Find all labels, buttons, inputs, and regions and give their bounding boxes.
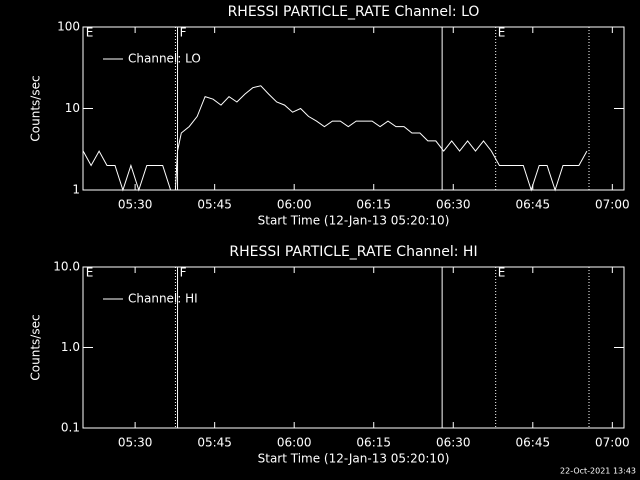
x-tick-label: 06:15 bbox=[356, 436, 391, 450]
x-tick-label: 06:00 bbox=[277, 198, 312, 212]
event-label: E bbox=[498, 26, 506, 40]
y-tick-label: 1 bbox=[72, 183, 80, 197]
x-tick-label: 05:45 bbox=[197, 198, 232, 212]
x-tick-label: 06:00 bbox=[277, 436, 312, 450]
legend-label: Channel: LO bbox=[128, 52, 201, 66]
y-tick-label: 100 bbox=[57, 20, 80, 34]
y-tick-label: 0.1 bbox=[61, 421, 80, 435]
x-tick-label: 05:45 bbox=[197, 436, 232, 450]
x-tick-label: 06:45 bbox=[516, 436, 551, 450]
x-axis-label: Start Time (12-Jan-13 05:20:10) bbox=[258, 214, 450, 228]
footer: 22-Oct-2021 13:43 bbox=[560, 467, 636, 476]
y-axis-label: Counts/sec bbox=[29, 75, 43, 141]
event-label: E bbox=[498, 266, 506, 280]
y-tick-label: 1.0 bbox=[61, 340, 80, 354]
data-line bbox=[82, 85, 588, 192]
x-tick-label: 05:30 bbox=[118, 436, 153, 450]
chart-title: RHESSI PARTICLE_RATE Channel: LO bbox=[228, 4, 480, 20]
x-tick-label: 06:30 bbox=[436, 436, 471, 450]
y-tick-label: 10.0 bbox=[53, 260, 80, 274]
y-tick-label: 10 bbox=[65, 101, 80, 115]
x-tick-label: 07:00 bbox=[595, 436, 630, 450]
chart-title: RHESSI PARTICLE_RATE Channel: HI bbox=[229, 244, 477, 260]
x-tick-label: 05:30 bbox=[118, 198, 153, 212]
x-tick-label: 06:15 bbox=[356, 198, 391, 212]
x-tick-label: 06:45 bbox=[516, 198, 551, 212]
y-axis-label: Counts/sec bbox=[29, 314, 43, 380]
x-tick-label: 07:00 bbox=[595, 198, 630, 212]
x-axis-label: Start Time (12-Jan-13 05:20:10) bbox=[258, 452, 450, 466]
event-label: E bbox=[86, 266, 94, 280]
event-label: E bbox=[86, 26, 94, 40]
x-tick-label: 06:30 bbox=[436, 198, 471, 212]
event-label: F bbox=[180, 26, 187, 40]
legend-label: Channel: HI bbox=[128, 292, 198, 306]
event-label: F bbox=[180, 266, 187, 280]
